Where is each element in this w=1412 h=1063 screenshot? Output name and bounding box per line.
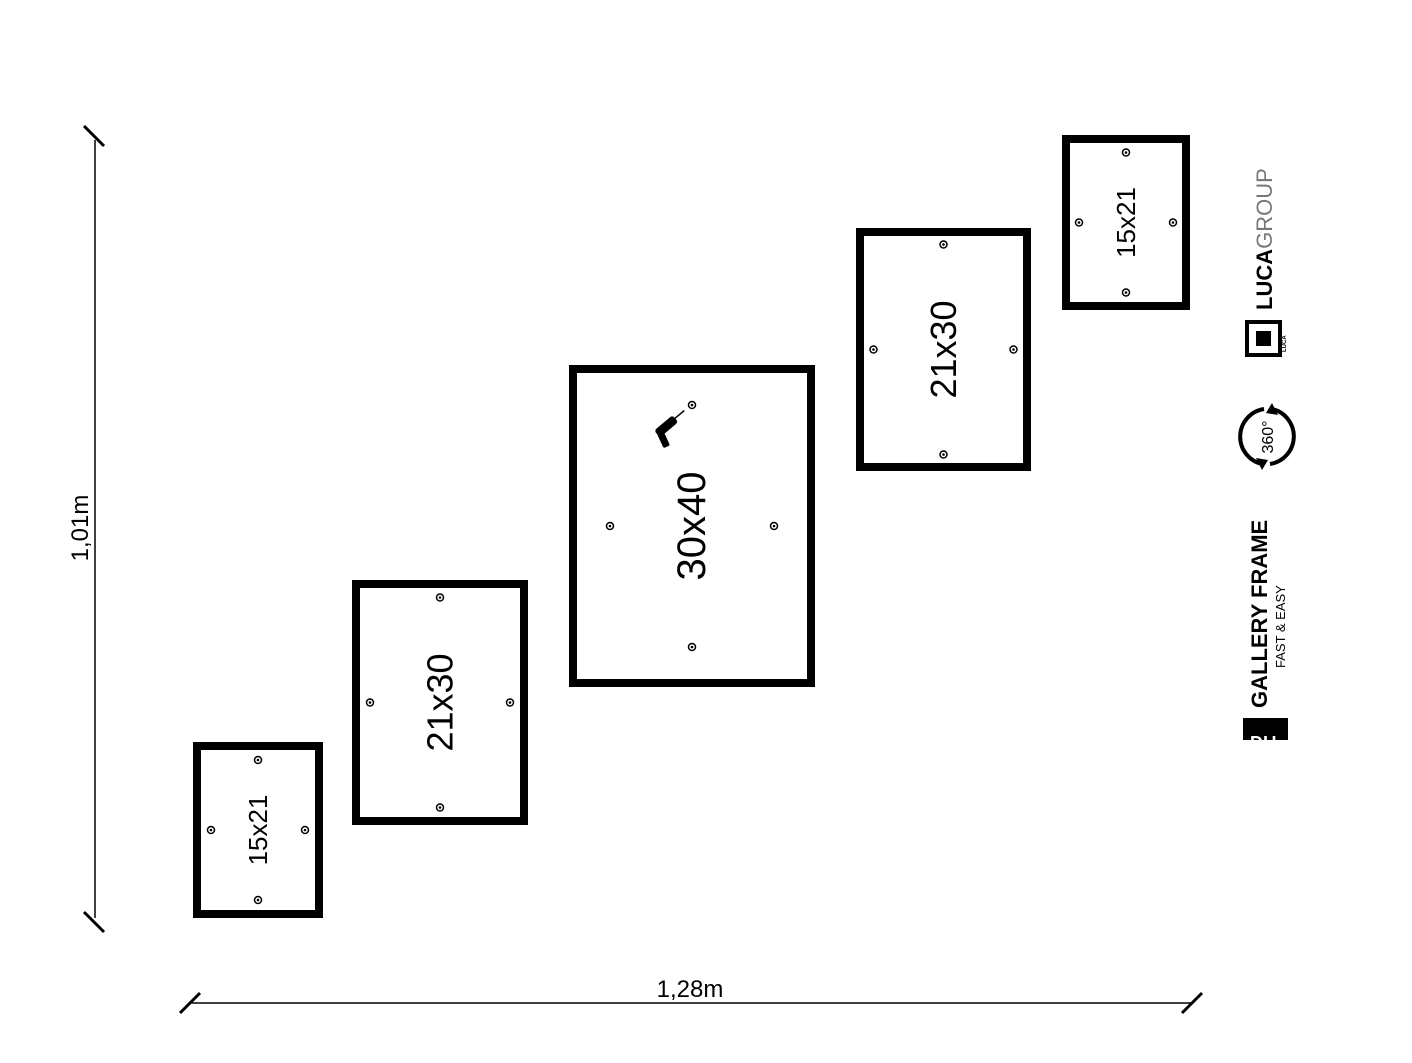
nail-point-icon xyxy=(206,825,216,835)
frame-border xyxy=(856,228,1031,471)
height-label: 1,01m xyxy=(67,495,94,562)
frame-border xyxy=(569,365,815,687)
frame-21x30: 21x30 xyxy=(856,228,1031,471)
frame-15x21: 15x21 xyxy=(193,742,323,918)
width-label: 1,28m xyxy=(657,976,724,1003)
nail-point-icon xyxy=(253,755,263,765)
nail-point-icon xyxy=(505,698,515,707)
nail-point-icon xyxy=(687,642,697,652)
drill-icon xyxy=(655,409,685,448)
nail-point-icon xyxy=(435,803,445,812)
frame-border xyxy=(193,742,323,918)
frame-size-label: 15x21 xyxy=(1111,187,1141,258)
width-dimension: 1,28m xyxy=(178,976,1204,1015)
nail-point-icon xyxy=(869,345,878,354)
frame-size-label: 21x30 xyxy=(420,653,461,751)
frames: 15x21 21x30 30x40 21x30 15x21 xyxy=(193,135,1190,918)
nail-point-icon xyxy=(1074,218,1084,227)
frame-size-label: 15x21 xyxy=(243,795,273,866)
svg-text:DIY: DIY xyxy=(1250,732,1280,752)
nail-point-icon xyxy=(1168,218,1178,227)
height-dimension: 1,01m xyxy=(67,124,106,934)
svg-text:LUCA: LUCA xyxy=(1282,335,1288,352)
nail-point-icon xyxy=(253,895,263,905)
frame-size-label: 21x30 xyxy=(923,300,964,398)
nail-point-icon xyxy=(605,521,615,531)
nail-point-icon xyxy=(1009,345,1018,354)
nail-point-icon xyxy=(939,240,948,249)
frame-size-label: 30x40 xyxy=(670,472,714,581)
nail-point-icon xyxy=(435,593,445,602)
svg-text:GALLERY FRAME: GALLERY FRAME xyxy=(1247,520,1272,708)
nail-point-icon xyxy=(365,698,375,707)
360-rotate-badge: 360° xyxy=(1238,403,1296,470)
frame-21x30: 21x30 xyxy=(352,580,528,825)
luca-group-logo: LUCA LUCAGROUP xyxy=(1245,168,1288,357)
frame-border xyxy=(352,580,528,825)
frame-15x21: 15x21 xyxy=(1062,135,1190,310)
svg-text:FAST & EASY: FAST & EASY xyxy=(1273,585,1288,668)
nail-point-icon xyxy=(939,450,948,459)
svg-text:360°: 360° xyxy=(1260,420,1277,453)
diy-gallery-frame-logo: DIY GALLERY FRAME FAST & EASY xyxy=(1243,520,1288,752)
nail-point-icon xyxy=(300,825,310,835)
nail-point-icon xyxy=(769,521,779,531)
nail-point-icon xyxy=(1121,148,1131,157)
nail-point-icon xyxy=(1121,288,1131,297)
nail-point-icon xyxy=(687,400,697,410)
frame-30x40: 30x40 xyxy=(569,365,815,687)
frame-border xyxy=(1062,135,1190,310)
svg-text:LUCAGROUP: LUCAGROUP xyxy=(1252,168,1277,310)
